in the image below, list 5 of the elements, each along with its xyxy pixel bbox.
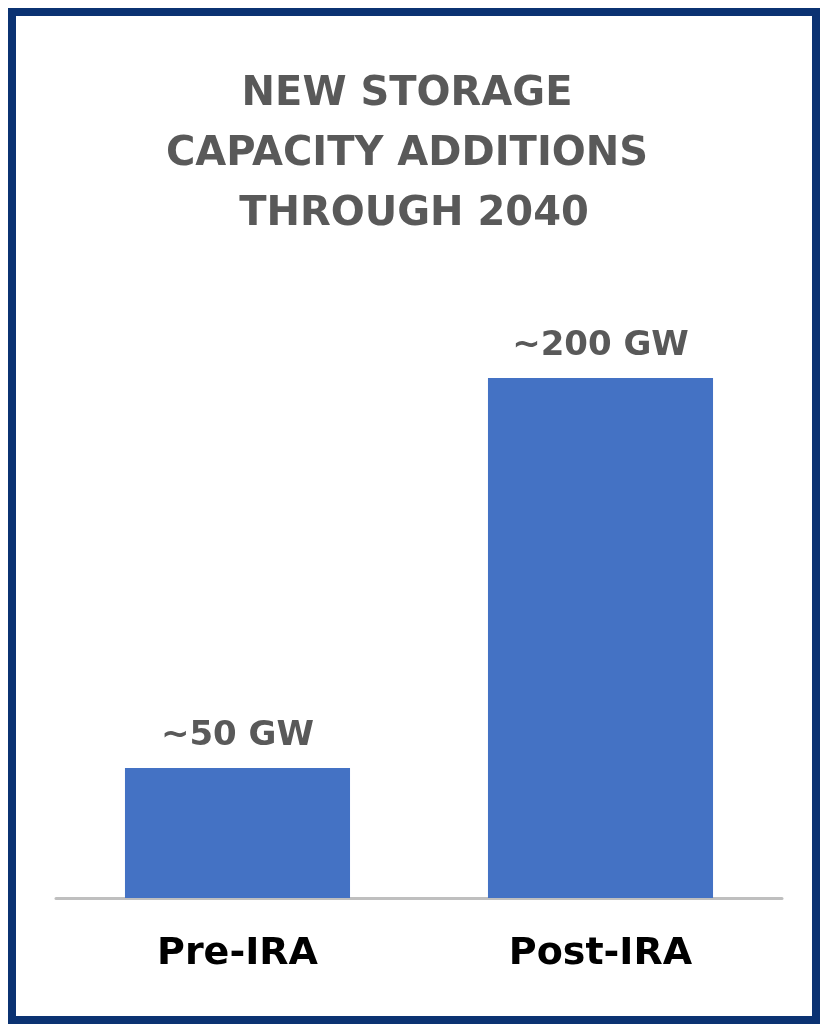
x-tick-label: Pre-IRA bbox=[157, 929, 319, 973]
chart-title: NEW STORAGE CAPACITY ADDITIONS THROUGH 2040 bbox=[166, 68, 662, 234]
data-label: ~200 GW bbox=[512, 323, 689, 363]
data-label: ~50 GW bbox=[160, 713, 315, 753]
x-tick-label: Post-IRA bbox=[508, 929, 693, 973]
